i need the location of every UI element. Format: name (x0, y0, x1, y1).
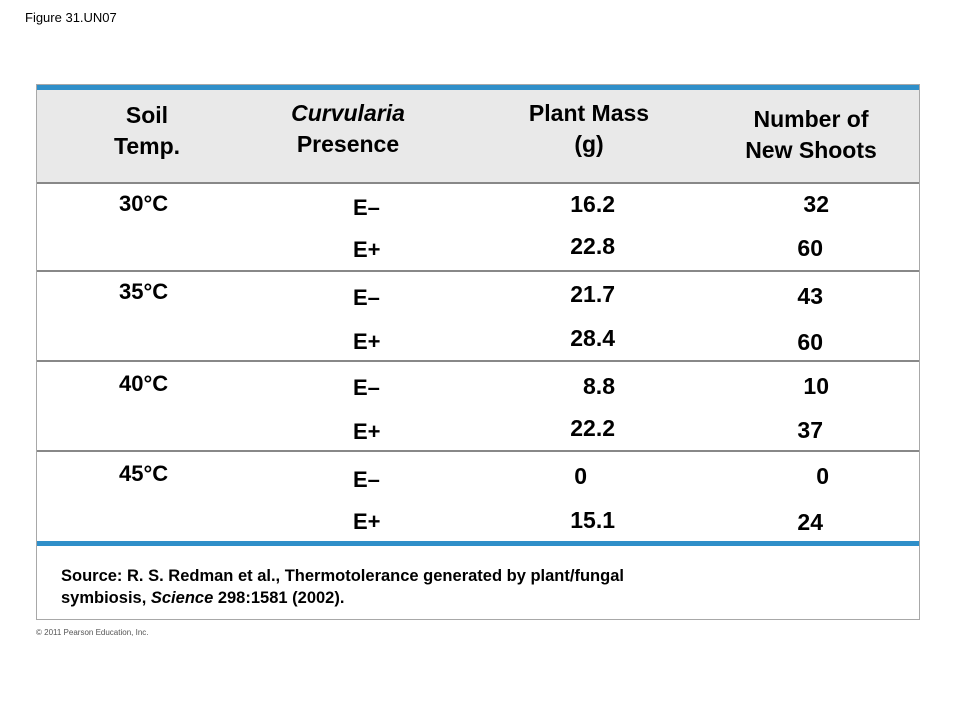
shoots-cell: 10 (803, 373, 829, 399)
presence-cell: E– (353, 285, 380, 310)
header-new-shoots: Number of New Shoots (745, 106, 877, 163)
presence-cell: E+ (353, 419, 381, 444)
temp-label: 35°C (119, 279, 169, 304)
figure-label: Figure 31.UN07 (25, 10, 117, 25)
shoots-cell: 32 (803, 191, 829, 217)
mass-cell: 21.7 (570, 281, 615, 307)
shoots-cell: 60 (797, 235, 823, 261)
group-divider (37, 450, 919, 452)
data-table: Soil Temp. Curvularia Presence Plant Mass(… (36, 84, 920, 620)
mass-cell: 8.8 (583, 373, 615, 399)
group-divider (37, 360, 919, 362)
mass-cell: 22.8 (570, 233, 615, 259)
mass-cell: 16.2 (570, 191, 615, 217)
header-divider (37, 182, 919, 184)
presence-cell: E– (353, 375, 380, 400)
header-plant-mass: Plant Mass (g) (528, 100, 650, 157)
mass-cell: 15.1 (570, 507, 615, 533)
copyright-notice: © 2011 Pearson Education, Inc. (36, 628, 149, 637)
shoots-cell: 0 (816, 463, 829, 489)
source-citation: Source: R. S. Redman et al., Thermotoler… (61, 567, 624, 607)
temp-label: 30°C (119, 191, 169, 216)
shoots-cell: 24 (797, 509, 823, 535)
temp-label: 45°C (119, 461, 169, 486)
header-curvularia-presence: Curvularia Presence (291, 100, 405, 157)
presence-cell: E+ (353, 329, 381, 354)
shoots-cell: 43 (797, 283, 823, 309)
temp-label: 40°C (119, 371, 169, 396)
top-accent-bar (37, 85, 919, 90)
mass-cell: 0 (574, 463, 587, 489)
presence-cell: E+ (353, 237, 381, 262)
mass-cell: 28.4 (570, 325, 615, 351)
shoots-cell: 60 (797, 329, 823, 355)
mass-cell: 22.2 (570, 415, 615, 441)
presence-cell: E– (353, 467, 380, 492)
shoots-cell: 37 (797, 417, 823, 443)
presence-cell: E+ (353, 509, 381, 534)
header-soil-temp: Soil Temp. (113, 102, 181, 159)
presence-cell: E– (353, 195, 380, 220)
table-header: Soil Temp. Curvularia Presence Plant Mass(… (37, 90, 919, 182)
bottom-accent-bar (37, 541, 919, 546)
group-divider (37, 270, 919, 272)
